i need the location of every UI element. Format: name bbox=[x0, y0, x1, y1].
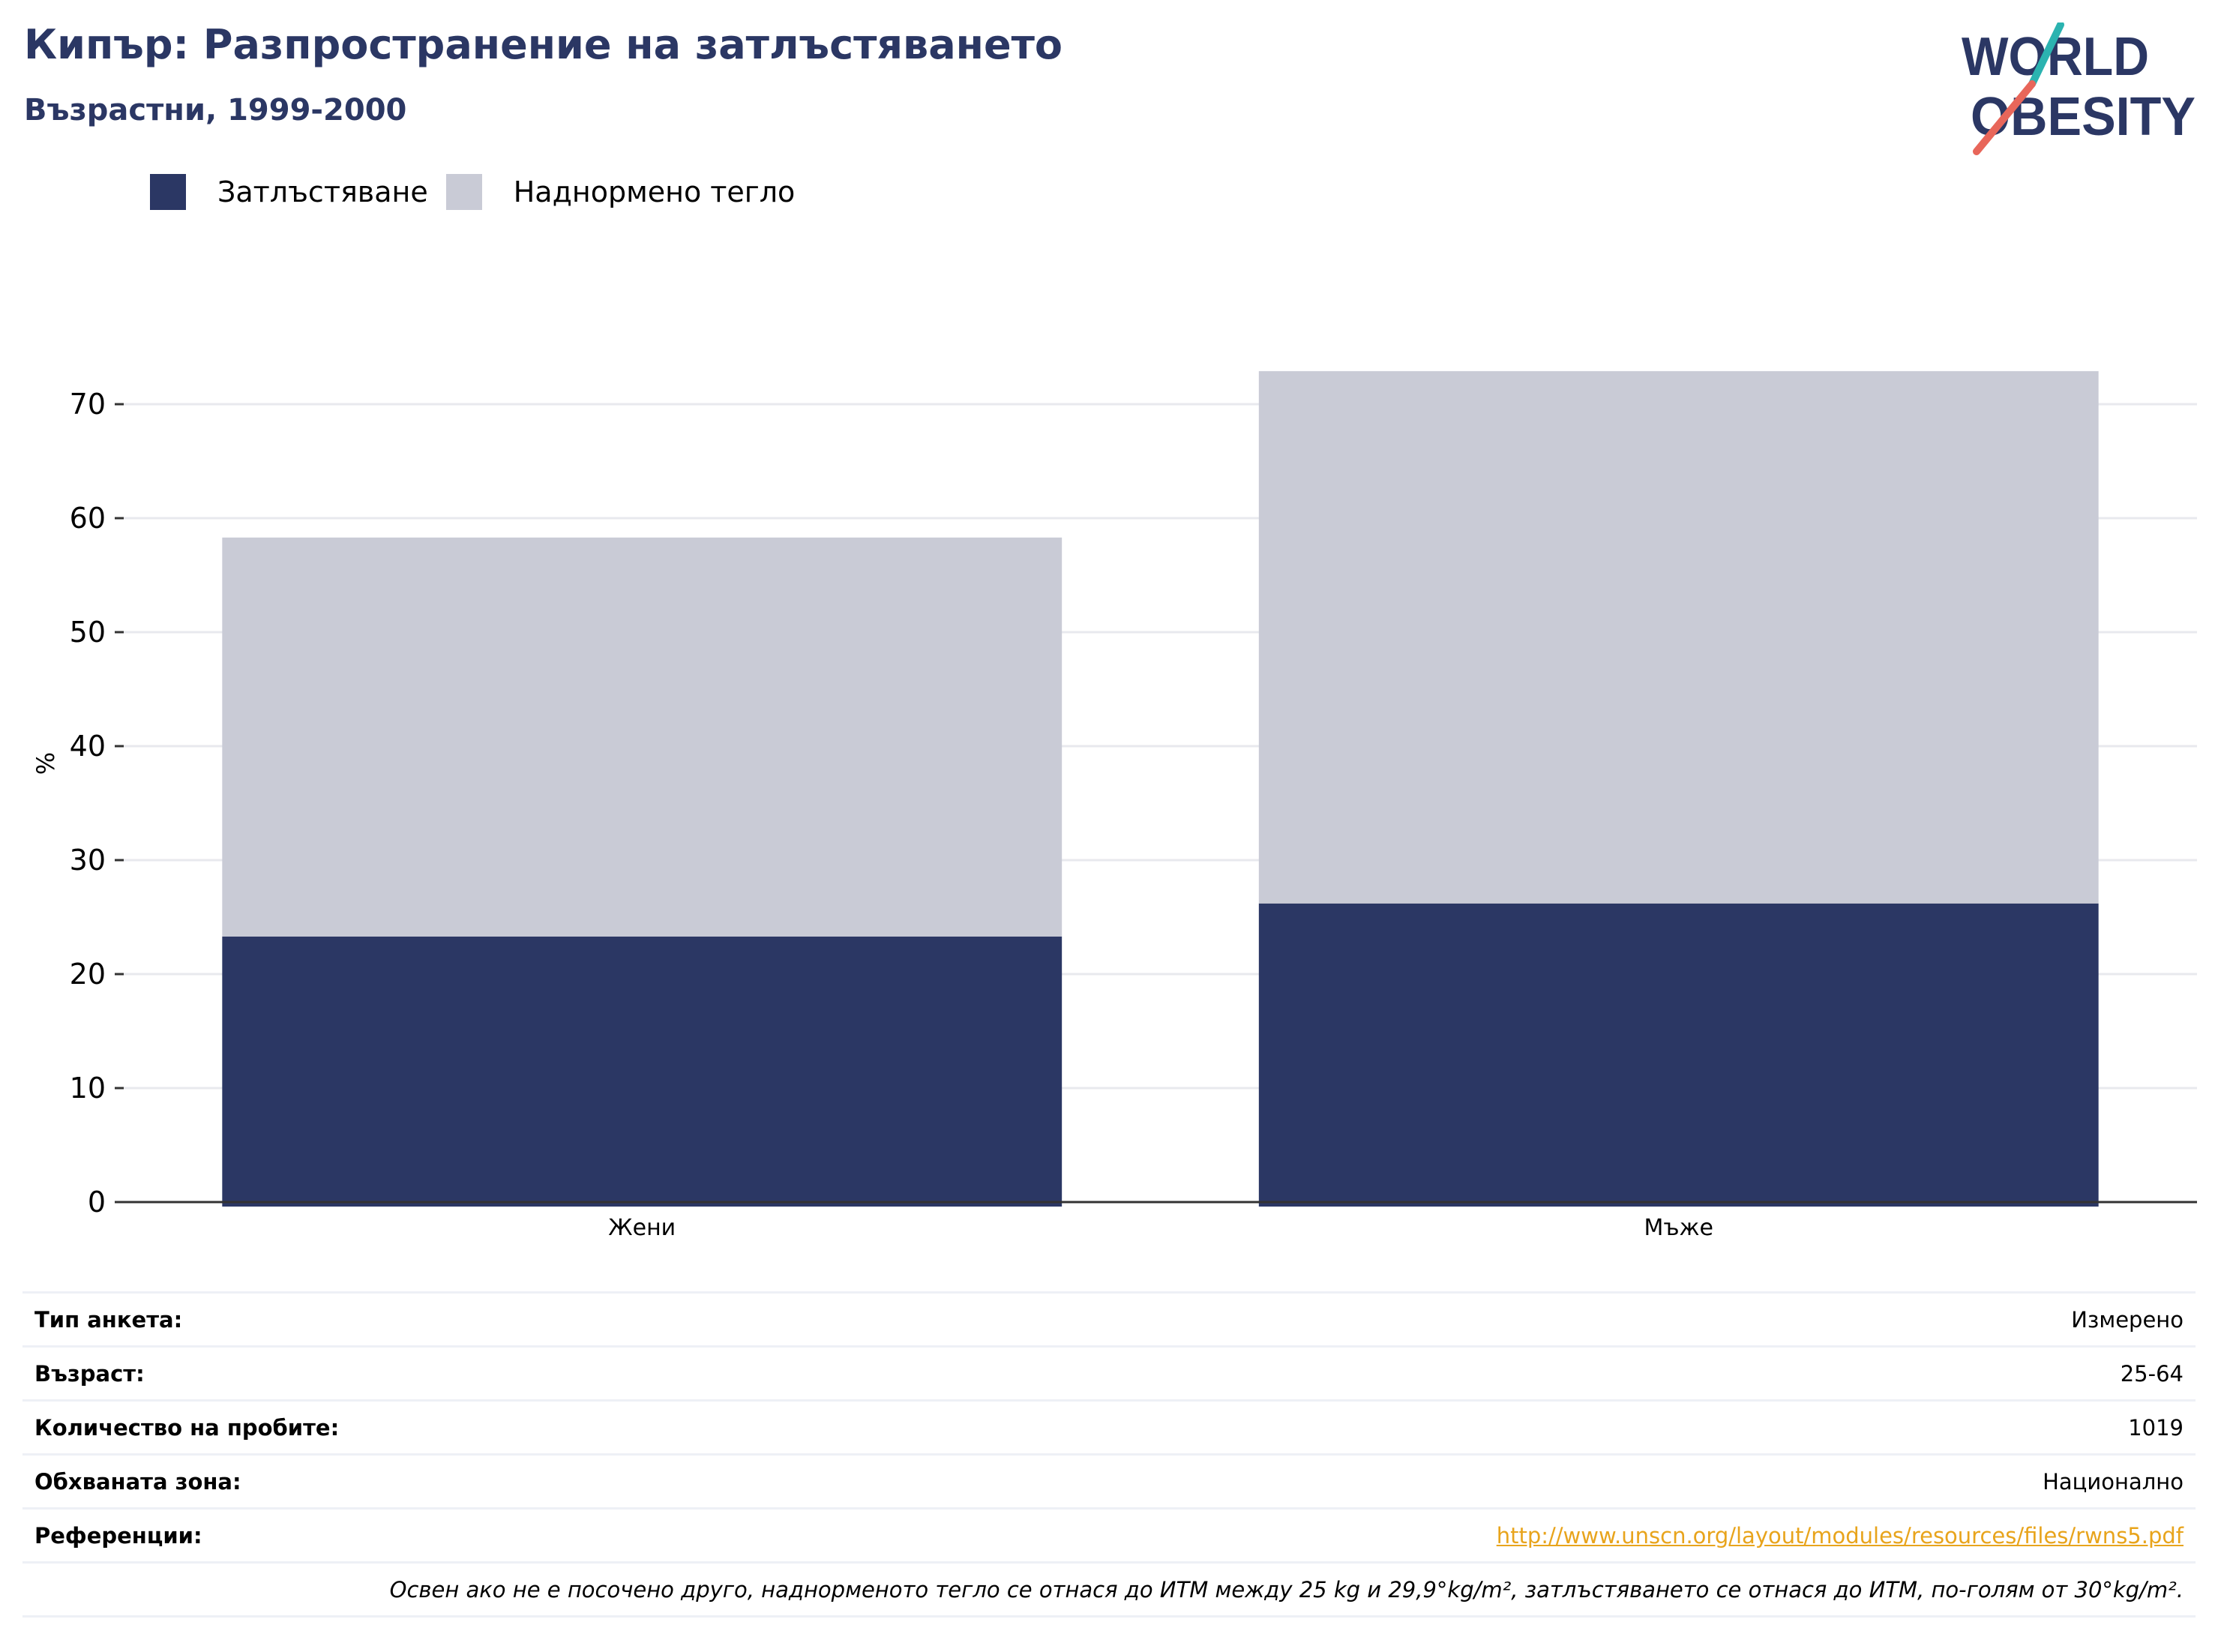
meta-label: Референции: bbox=[34, 1522, 202, 1549]
bar-overweight bbox=[222, 537, 1063, 937]
meta-row-survey-type: Тип анкета: Измерено bbox=[22, 1294, 2196, 1348]
y-tick-label: 0 bbox=[88, 1186, 106, 1219]
meta-label: Количество на пробите: bbox=[34, 1414, 340, 1441]
legend-item-obesity[interactable]: Затлъстяване bbox=[150, 174, 428, 210]
meta-value: Измерено bbox=[2071, 1306, 2184, 1333]
legend-swatch-overweight bbox=[445, 174, 482, 210]
y-tick-label: 60 bbox=[70, 502, 106, 535]
definition-note: Освен ако не е посочено друго, наднормен… bbox=[22, 1564, 2196, 1618]
legend-swatch-obesity bbox=[150, 174, 186, 210]
y-tick-label: 50 bbox=[70, 616, 106, 649]
x-tick-label: Жени bbox=[608, 1215, 676, 1241]
meta-row-references: Референции: http://www.unscn.org/layout/… bbox=[22, 1510, 2196, 1564]
definition-note-text: Освен ако не е посочено друго, наднормен… bbox=[389, 1576, 2184, 1603]
world-obesity-logo: WORLD OBESITY bbox=[1962, 22, 2196, 155]
meta-label: Тип анкета: bbox=[34, 1306, 183, 1333]
meta-row-age: Възраст: 25-64 bbox=[22, 1348, 2196, 1402]
y-axis-label: % bbox=[31, 752, 60, 775]
meta-row-sample-size: Количество на пробите: 1019 bbox=[22, 1402, 2196, 1456]
y-tick-label: 10 bbox=[70, 1072, 106, 1105]
bar-obesity bbox=[222, 936, 1063, 1207]
chart-title: Кипър: Разпространение на затлъстяването bbox=[24, 21, 1063, 68]
y-tick-label: 70 bbox=[70, 388, 106, 421]
meta-label: Обхваната зона: bbox=[34, 1468, 241, 1495]
legend-label-overweight: Наднормено тегло bbox=[513, 175, 796, 208]
bar-obesity bbox=[1258, 903, 2099, 1207]
survey-info-table: Тип анкета: Измерено Възраст: 25-64 Коли… bbox=[22, 1291, 2196, 1618]
bar-overweight bbox=[1258, 370, 2099, 904]
meta-label: Възраст: bbox=[34, 1360, 145, 1387]
bar-chart: 0 10 20 30 40 50 60 70% Жени Мъже bbox=[31, 370, 2197, 1241]
legend-item-overweight[interactable]: Наднормено тегло bbox=[445, 174, 796, 210]
x-tick-label: Мъже bbox=[1644, 1215, 1713, 1241]
meta-value: Национално bbox=[2043, 1468, 2184, 1495]
meta-value: 1019 bbox=[2128, 1414, 2184, 1441]
chart-legend: Затлъстяване Наднормено тегло bbox=[150, 172, 813, 211]
y-tick-label: 30 bbox=[70, 844, 106, 877]
meta-row-area: Обхваната зона: Национално bbox=[22, 1456, 2196, 1510]
chart-subtitle: Възрастни, 1999-2000 bbox=[24, 93, 407, 127]
y-tick-label: 40 bbox=[70, 730, 106, 763]
y-tick-label: 20 bbox=[70, 958, 106, 991]
meta-value: 25-64 bbox=[2120, 1360, 2184, 1387]
legend-label-obesity: Затлъстяване bbox=[217, 175, 428, 208]
reference-link[interactable]: http://www.unscn.org/layout/modules/reso… bbox=[1496, 1522, 2184, 1549]
